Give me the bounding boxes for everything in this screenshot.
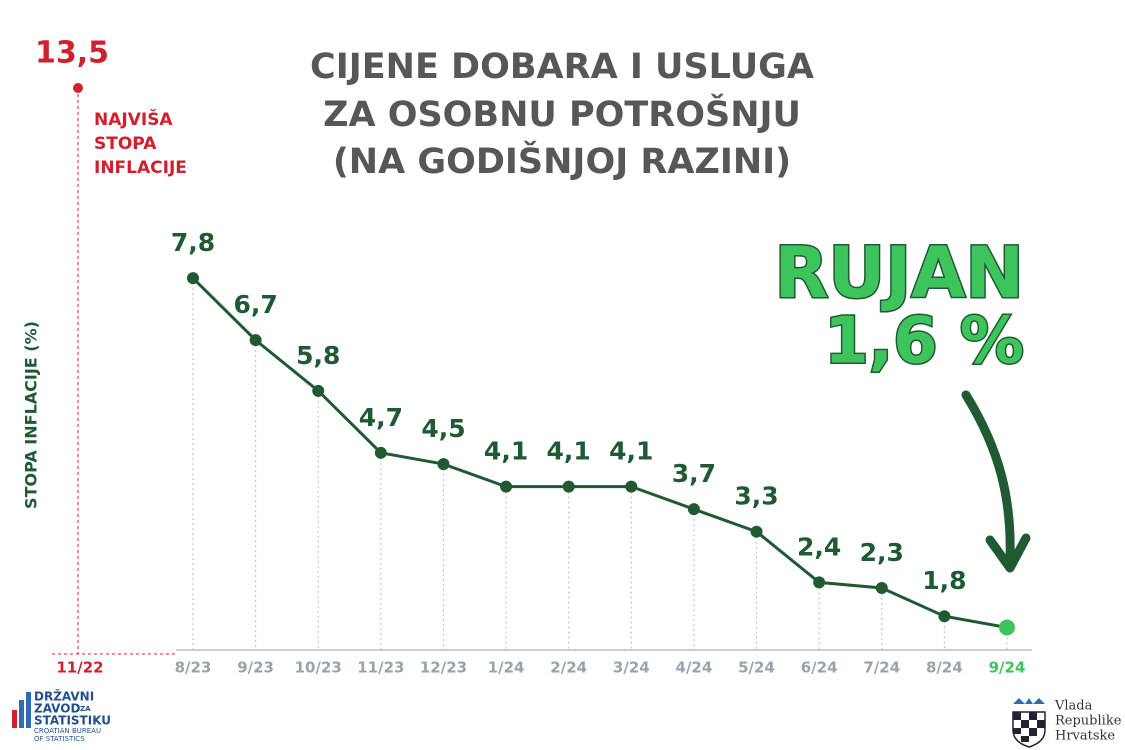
peak-annotation: INFLACIJE	[94, 158, 187, 178]
arrow-head	[985, 533, 1031, 573]
x-tick-label: 9/23	[237, 659, 274, 677]
checkers	[1013, 712, 1045, 742]
y-axis-label: STOPA INFLACIJE (%)	[22, 321, 41, 509]
logo-bar	[19, 700, 24, 728]
logo-text: CROATIAN BUREAU	[34, 727, 101, 735]
title-line: ZA OSOBNU POTROŠNJU	[323, 93, 801, 135]
value-label: 6,7	[233, 290, 277, 319]
logo-text: Hrvatske	[1055, 729, 1115, 744]
marker	[249, 334, 262, 347]
marker	[687, 503, 700, 516]
x-tick-label: 3/24	[613, 659, 650, 677]
logo-text: DRŽAVNI	[34, 689, 94, 704]
value-label: 3,7	[672, 459, 716, 488]
logo-text: STATISTIKU	[34, 714, 111, 728]
callout: 1,6 %	[824, 305, 1024, 379]
marker	[562, 480, 575, 493]
marker	[312, 384, 325, 397]
x-tick-label: 5/24	[738, 659, 775, 677]
marker	[500, 480, 513, 493]
logo-text: ZAVOD	[34, 702, 80, 716]
logo-bar	[26, 692, 31, 728]
x-tick-label: 7/24	[863, 659, 900, 677]
title: CIJENE DOBARA I USLUGA ZA OSOBNU POTROŠN…	[310, 47, 814, 182]
crown	[1013, 698, 1045, 704]
x-tick-label: 11/23	[357, 659, 404, 677]
marker	[813, 576, 826, 589]
value-label: 1,8	[922, 566, 966, 595]
x-tick-label: 9/24	[989, 659, 1026, 677]
x-tick-label: 2/24	[550, 659, 587, 677]
value-label: 2,4	[797, 532, 841, 561]
line	[191, 277, 1008, 629]
logo-text: Vlada	[1054, 699, 1093, 714]
value-label: 4,1	[547, 437, 591, 466]
peak-label: 13,5	[35, 36, 109, 71]
logo-left: DRŽAVNI ZAVOD ZA STATISTIKU CROATIAN BUR…	[12, 689, 111, 743]
logo-right: Vlada Republike Hrvatske	[1012, 698, 1122, 748]
logo-bar	[12, 710, 17, 728]
marker	[938, 610, 951, 623]
value-label: 4,1	[484, 437, 528, 466]
x-tick-label: 11/22	[56, 659, 103, 677]
marker	[187, 272, 199, 285]
x-tick-label: 12/23	[420, 659, 467, 677]
x-tick-label: 6/24	[801, 659, 838, 677]
x-tick-label: 4/24	[676, 659, 713, 677]
value-label: 4,1	[609, 437, 653, 466]
x-tick-label: 8/24	[926, 659, 963, 677]
title-line: (NA GODIŠNJOJ RAZINI)	[333, 140, 791, 182]
x-tick-label: 10/23	[295, 659, 342, 677]
peak-annotation: STOPA	[94, 134, 157, 154]
value-label: 4,5	[421, 414, 465, 443]
value-label: 5,8	[296, 341, 340, 370]
marker	[374, 446, 387, 459]
marker	[625, 480, 638, 493]
title-line: CIJENE DOBARA I USLUGA	[310, 47, 814, 87]
value-label: 7,8	[171, 228, 215, 257]
value-label: 2,3	[860, 538, 904, 567]
peak-marker	[73, 83, 83, 93]
marker	[750, 525, 763, 538]
marker	[437, 458, 450, 471]
callout: RUJAN	[774, 232, 1024, 314]
arrow	[961, 390, 1015, 565]
value-label: 4,7	[359, 403, 403, 432]
logo-text: ZA	[80, 705, 91, 713]
logo-text: OF STATISTICS	[34, 735, 85, 743]
marker	[999, 619, 1015, 636]
x-tick-label: 1/24	[488, 659, 525, 677]
value-label: 3,3	[734, 482, 778, 511]
x-tick-label: 8/23	[175, 659, 212, 677]
logo-text: Republike	[1055, 714, 1122, 729]
peak-annotation: NAJVIŠA	[94, 108, 173, 130]
marker	[875, 582, 888, 595]
